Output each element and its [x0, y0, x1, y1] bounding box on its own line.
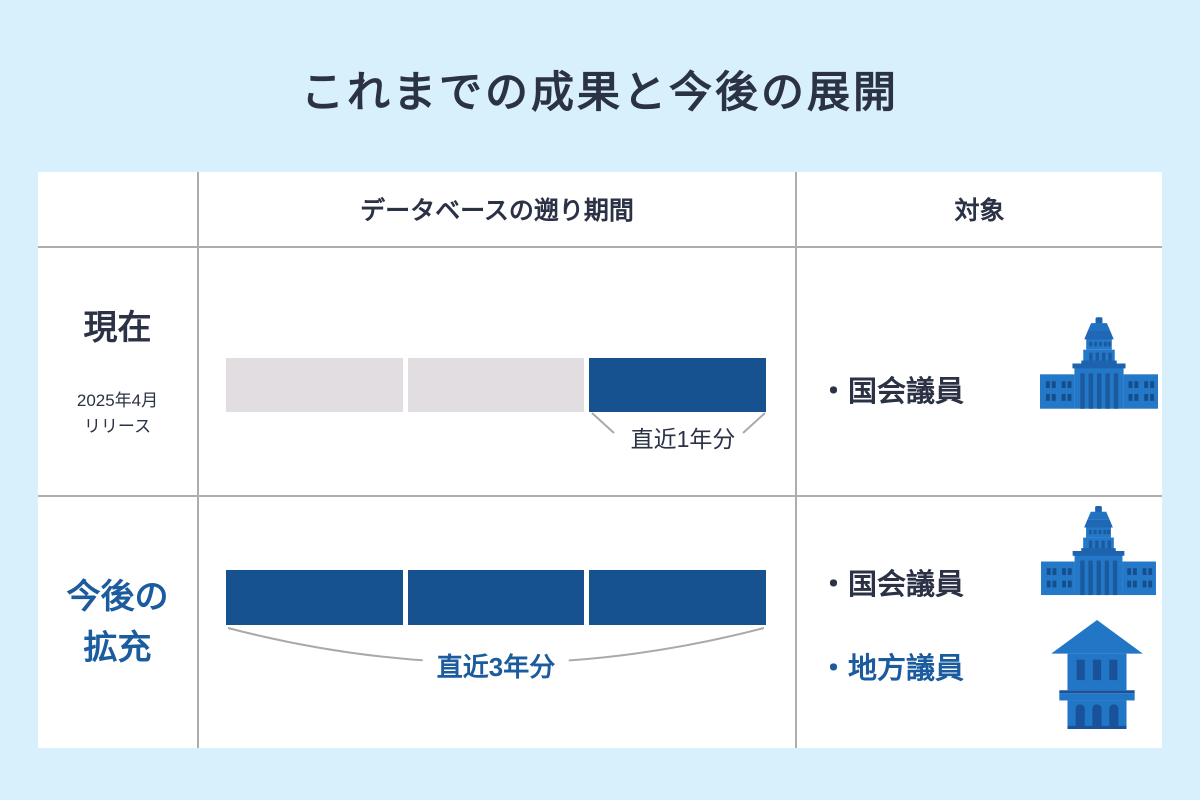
bar-segment — [589, 358, 767, 412]
national-diet-building-icon — [1040, 317, 1158, 409]
target-item-diet: ・国会議員 — [819, 368, 964, 410]
bar-segment — [226, 570, 403, 625]
grid-line-horizontal — [38, 495, 1162, 497]
label-line: 拡充 — [83, 628, 152, 667]
bullet: ・ — [819, 653, 849, 685]
target-cell-current: ・国会議員 — [797, 248, 1162, 495]
row-label-future: 今後の 拡充 — [38, 497, 197, 748]
timeline-bar-current — [226, 358, 767, 412]
target-item-local: ・地方議員 — [819, 645, 964, 687]
bullet: ・ — [819, 569, 849, 601]
grid-line-vertical — [197, 172, 199, 748]
header-period: データベースの遡り期間 — [360, 197, 634, 225]
target-cell-future: ・国会議員 — [797, 497, 1162, 748]
bar-segment — [589, 570, 767, 625]
sublabel-line: 2025年4月 — [76, 390, 159, 410]
grid-line-horizontal — [38, 246, 1162, 248]
comparison-table: データベースの遡り期間 対象 現在 2025年4月 リリース 直近1年分 ・国会… — [38, 172, 1162, 748]
row-label-future-title: 今後の 拡充 — [67, 572, 169, 674]
timeline-bar-future — [226, 570, 767, 625]
period-cell-current: 直近1年分 — [199, 248, 795, 495]
bar-annotation-future: 直近3年分 — [422, 647, 570, 684]
bar-annotation-current: 直近1年分 — [630, 426, 736, 452]
bullet: ・ — [819, 376, 849, 408]
row-label-current-title: 現在 — [83, 308, 152, 347]
sublabel-line: リリース — [83, 417, 152, 436]
header-target: 対象 — [954, 197, 1005, 225]
label-line: 今後の — [66, 577, 169, 616]
page-title: これまでの成果と今後の展開 — [301, 69, 899, 117]
target-label: 国会議員 — [848, 376, 965, 408]
national-diet-building-icon — [1041, 505, 1156, 596]
target-label: 国会議員 — [848, 569, 965, 601]
grid-line-vertical — [795, 172, 797, 748]
row-label-current: 現在 2025年4月 リリース — [38, 248, 197, 495]
bar-segment — [407, 358, 585, 412]
period-cell-future: 直近3年分 — [199, 497, 795, 748]
local-government-building-icon — [1051, 620, 1143, 729]
bar-segment — [407, 570, 585, 625]
row-label-current-sub: 2025年4月 リリース — [77, 388, 158, 441]
target-label: 地方議員 — [848, 653, 965, 685]
bar-segment — [226, 358, 403, 412]
target-item-diet: ・国会議員 — [819, 561, 964, 603]
